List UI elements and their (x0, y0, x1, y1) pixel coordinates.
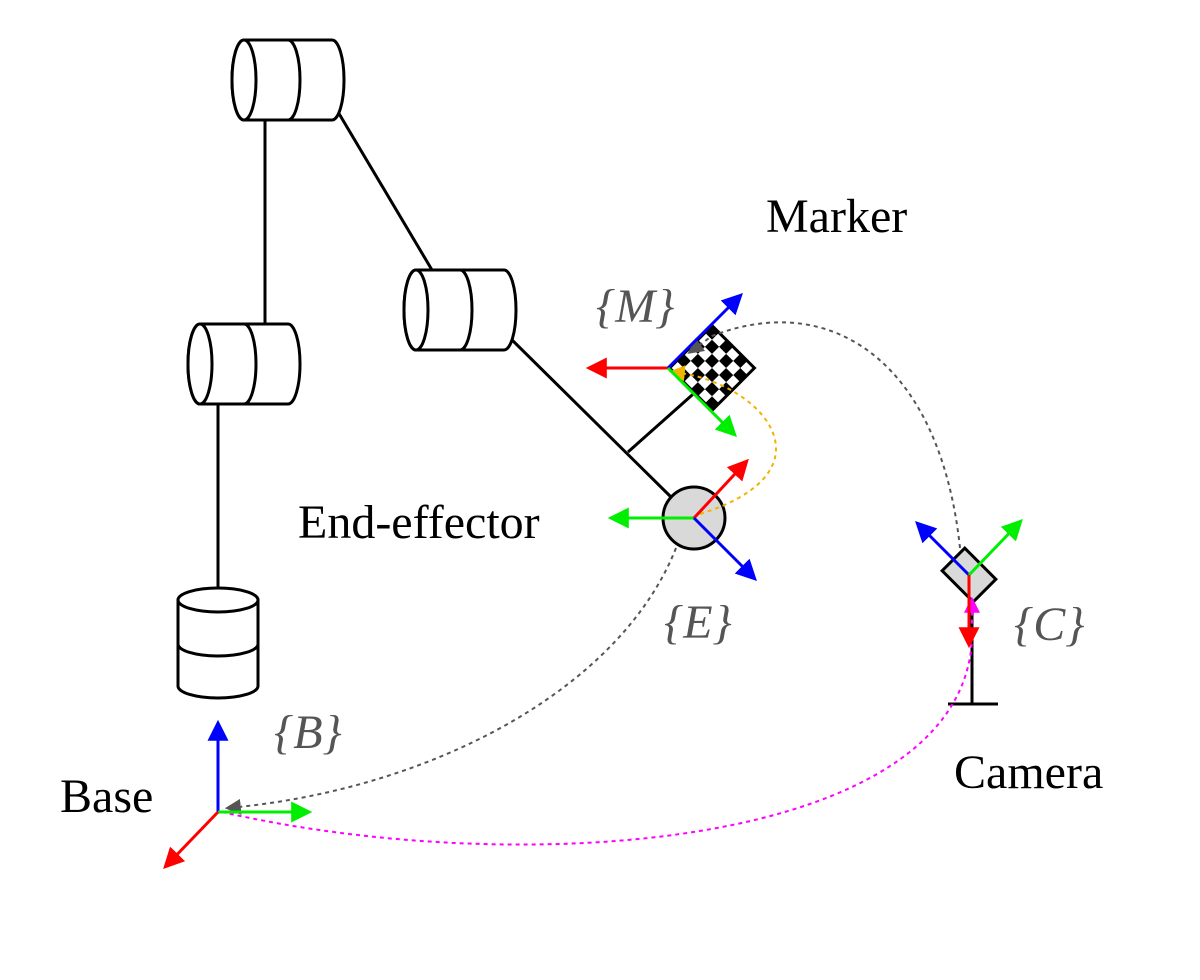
joint-cylinder-top (230, 38, 346, 122)
marker-y-axis (666, 366, 737, 437)
label-marker: Marker (766, 190, 907, 243)
end-effector-x-axis (692, 458, 749, 520)
frame-label-base: {B} (274, 706, 342, 759)
joint-cylinder-elbow (402, 268, 518, 352)
label-base: Base (60, 770, 153, 823)
path-base-to-camera (221, 596, 980, 846)
path-end-effector-to-marker (668, 365, 777, 515)
path-camera-to-marker (687, 321, 961, 549)
label-camera: Camera (954, 746, 1103, 799)
robot-arm (176, 38, 727, 700)
path-end-effector-to-base (224, 547, 677, 815)
frame-axes-base (163, 719, 313, 870)
link-joint2-to-joint3 (320, 84, 434, 271)
marker-z-axis (666, 293, 743, 370)
frame-label-marker: {M} (596, 280, 674, 333)
frame-axes-marker (585, 293, 743, 437)
marker-mount-bar (627, 386, 701, 454)
joint-cylinder-lower (186, 322, 302, 406)
label-end-effector: End-effector (298, 496, 540, 549)
frame-axes-camera (915, 518, 1023, 649)
base-cylinder (176, 586, 260, 700)
link-joint3-to-end-effector (506, 334, 674, 500)
camera-z-axis (915, 521, 971, 577)
frame-axes-end-effector (607, 458, 757, 581)
frame-label-end-effector: {E} (664, 596, 732, 649)
frame-label-camera: {C} (1014, 598, 1084, 651)
camera-y-axis (967, 518, 1023, 577)
base-x-axis (163, 810, 220, 870)
end-effector-z-axis (692, 516, 757, 581)
